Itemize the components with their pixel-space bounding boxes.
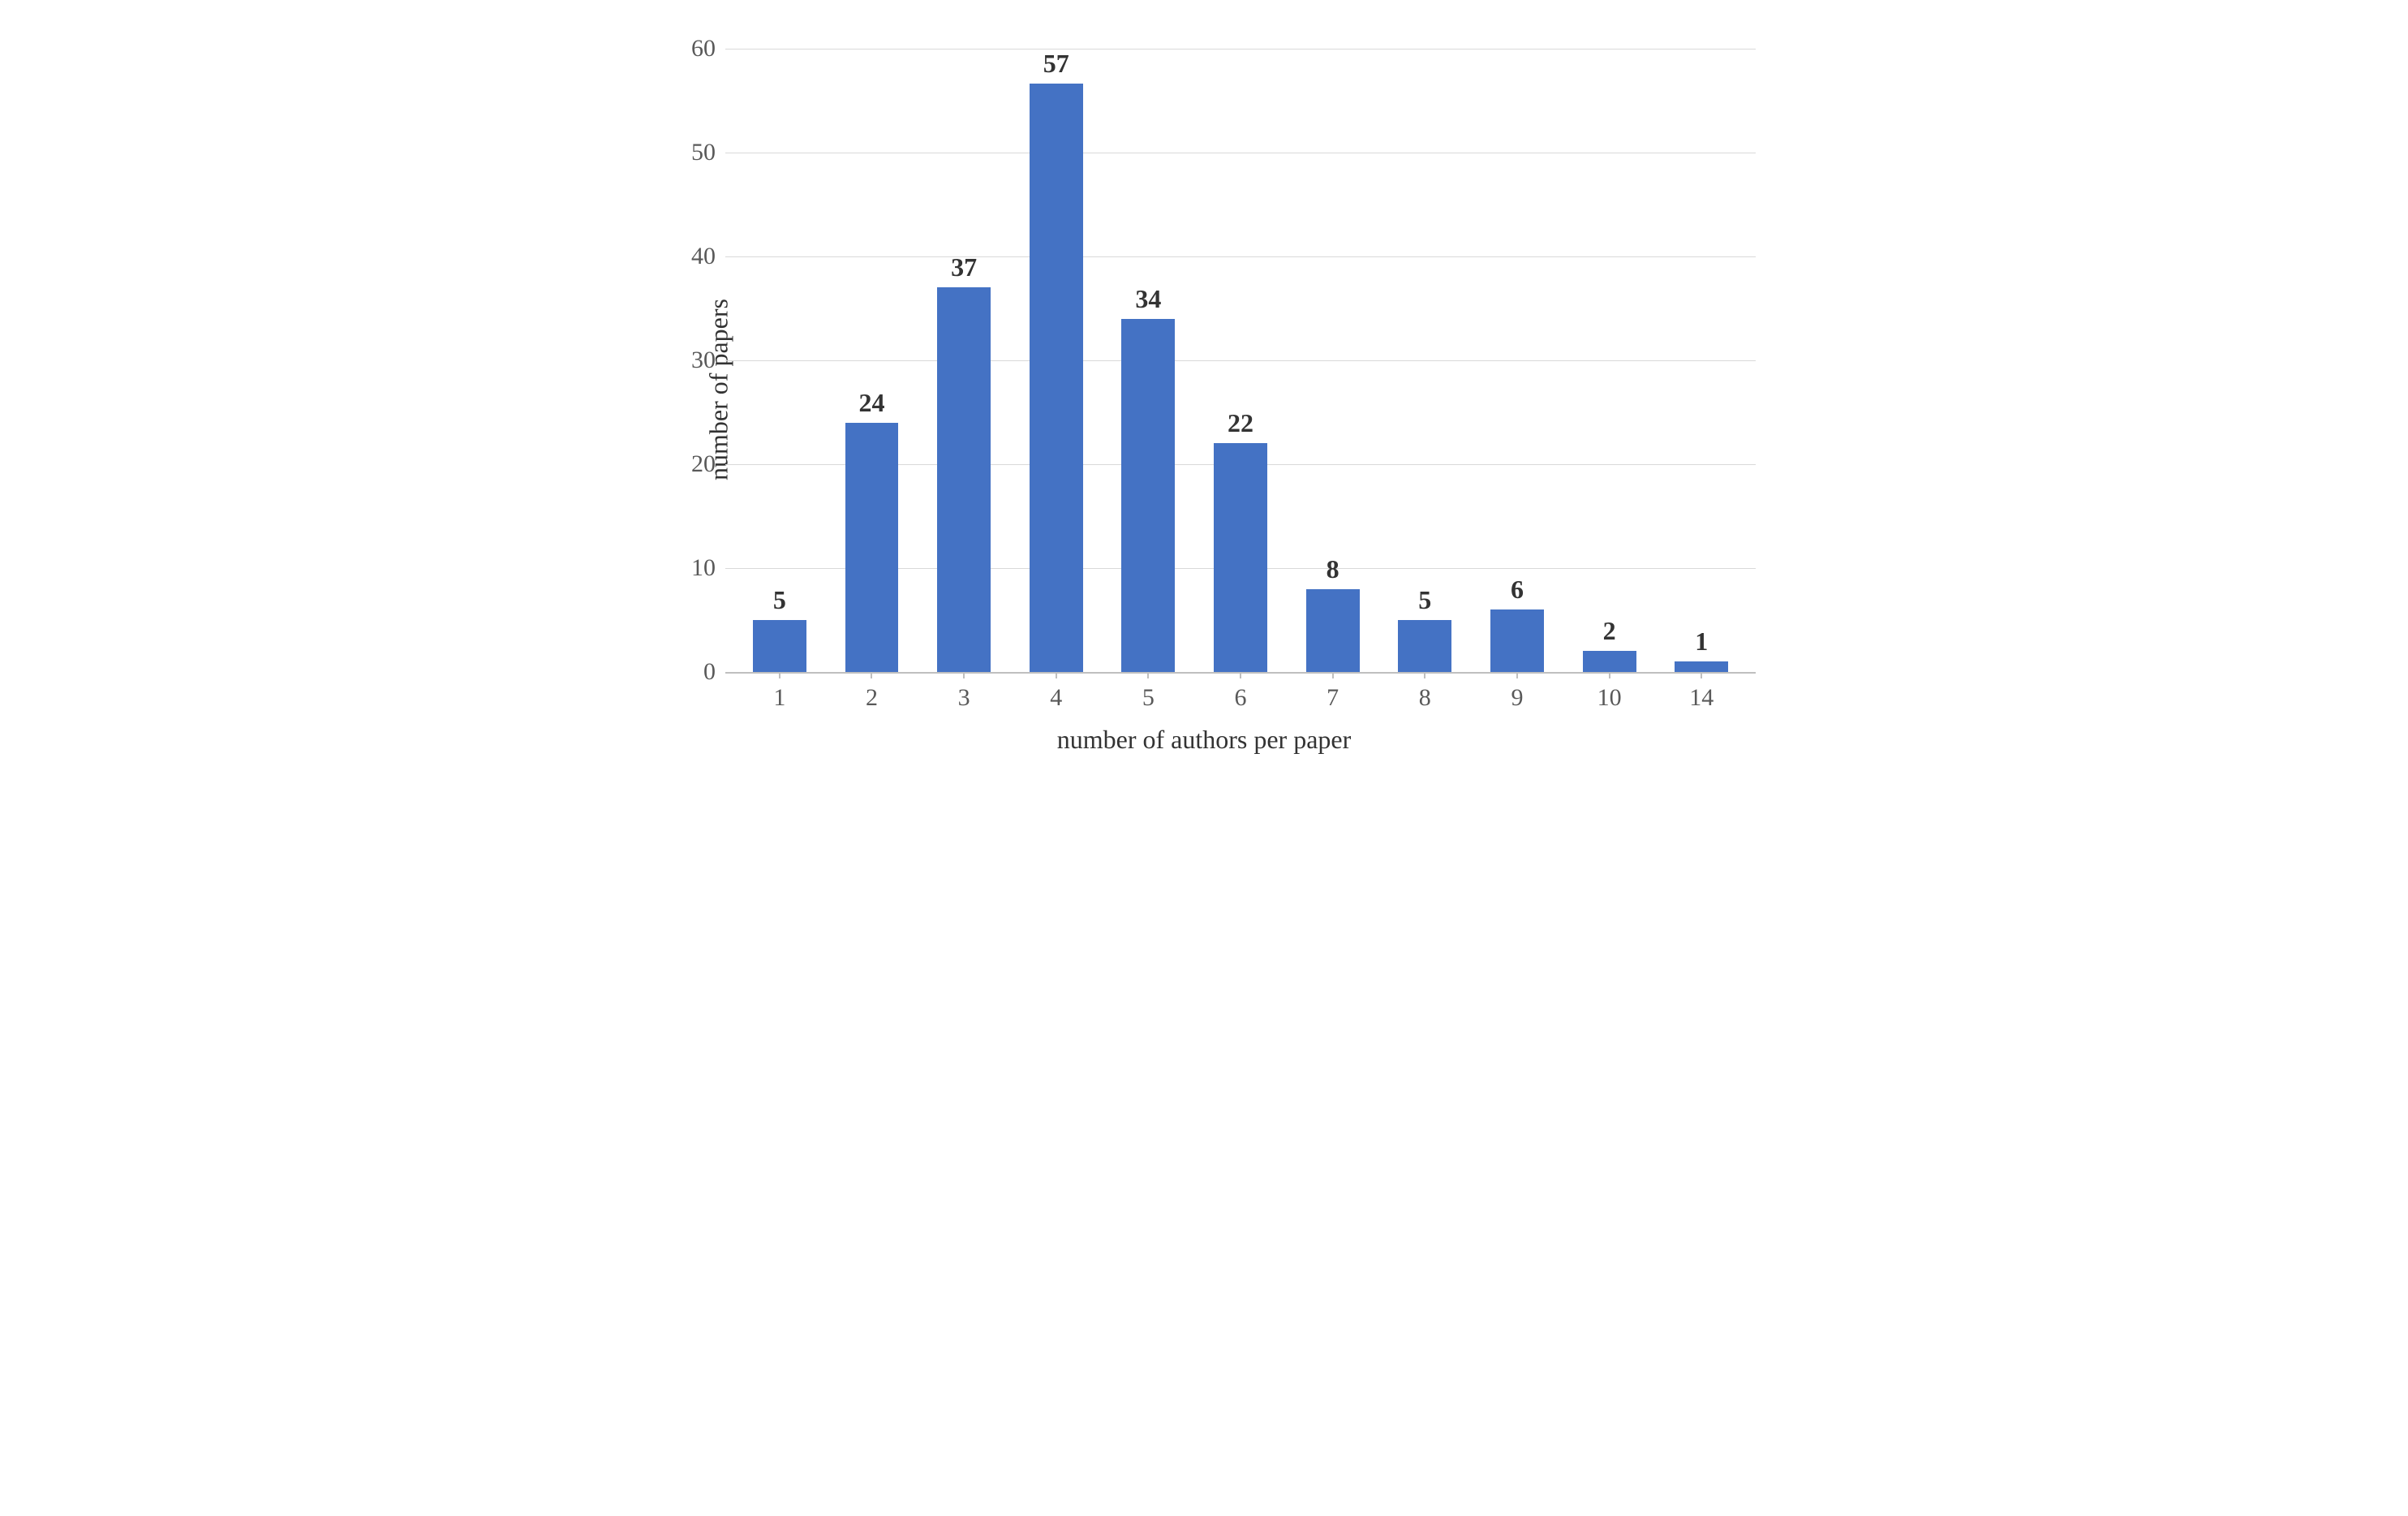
y-tick-label: 0: [703, 658, 716, 686]
bar-value-label: 5: [773, 585, 786, 615]
x-tick-mark: [963, 672, 965, 678]
x-tick-label: 1: [773, 684, 785, 712]
bar-value-label: 5: [1418, 585, 1431, 615]
y-tick-label: 60: [691, 35, 716, 62]
bar-value-label: 6: [1511, 575, 1524, 605]
bar-wrapper: 58: [1378, 49, 1471, 672]
x-tick-label: 5: [1142, 684, 1155, 712]
bar-wrapper: 574: [1010, 49, 1103, 672]
bar-value-label: 24: [858, 388, 884, 418]
bar-value-label: 1: [1695, 627, 1708, 657]
bar-wrapper: 114: [1655, 49, 1748, 672]
x-tick-mark: [1056, 672, 1057, 678]
bar: [1306, 589, 1360, 672]
bar: [937, 287, 991, 672]
bar: [1490, 609, 1544, 672]
bar: [1214, 443, 1267, 672]
bar-wrapper: 226: [1194, 49, 1287, 672]
bar-wrapper: 87: [1287, 49, 1379, 672]
bar-value-label: 2: [1603, 616, 1616, 646]
x-tick-label: 6: [1235, 684, 1247, 712]
bar-value-label: 57: [1043, 49, 1069, 79]
bar: [845, 423, 899, 672]
bar-wrapper: 242: [826, 49, 918, 672]
x-tick-mark: [1701, 672, 1702, 678]
bar: [1398, 620, 1451, 672]
y-tick-label: 30: [691, 347, 716, 374]
bar: [1583, 651, 1636, 672]
x-tick-label: 14: [1689, 684, 1714, 712]
x-tick-label: 9: [1511, 684, 1523, 712]
x-tick-label: 10: [1597, 684, 1622, 712]
y-tick-label: 20: [691, 450, 716, 478]
x-tick-mark: [1516, 672, 1518, 678]
bar-wrapper: 210: [1563, 49, 1656, 672]
bar-wrapper: 51: [733, 49, 826, 672]
bar-value-label: 34: [1135, 284, 1161, 314]
x-tick-label: 7: [1327, 684, 1339, 712]
x-tick-label: 3: [958, 684, 970, 712]
x-tick-mark: [1240, 672, 1241, 678]
plot-area: 0102030405060 51242373574345226875869210…: [725, 49, 1756, 674]
x-tick-label: 8: [1419, 684, 1431, 712]
x-tick-mark: [1147, 672, 1149, 678]
bar-value-label: 8: [1327, 554, 1339, 584]
y-tick-label: 10: [691, 554, 716, 582]
bar: [753, 620, 806, 672]
bar: [1121, 319, 1175, 672]
bar: [1675, 661, 1728, 672]
bars-container: 51242373574345226875869210114: [725, 49, 1756, 672]
y-tick-label: 40: [691, 243, 716, 270]
x-tick-mark: [871, 672, 872, 678]
bar-wrapper: 373: [918, 49, 1010, 672]
x-tick-mark: [1424, 672, 1425, 678]
x-tick-mark: [1609, 672, 1610, 678]
chart-container: number of papers 0102030405060 512423735…: [636, 32, 1772, 747]
bar-wrapper: 345: [1103, 49, 1195, 672]
bar-value-label: 37: [951, 252, 977, 282]
x-tick-label: 2: [866, 684, 878, 712]
bar-wrapper: 69: [1471, 49, 1563, 672]
y-tick-label: 50: [691, 139, 716, 166]
x-axis-label: number of authors per paper: [1057, 725, 1352, 755]
bar: [1030, 84, 1083, 672]
bar-value-label: 22: [1228, 408, 1253, 438]
x-tick-label: 4: [1050, 684, 1062, 712]
x-tick-mark: [779, 672, 780, 678]
x-tick-mark: [1332, 672, 1334, 678]
